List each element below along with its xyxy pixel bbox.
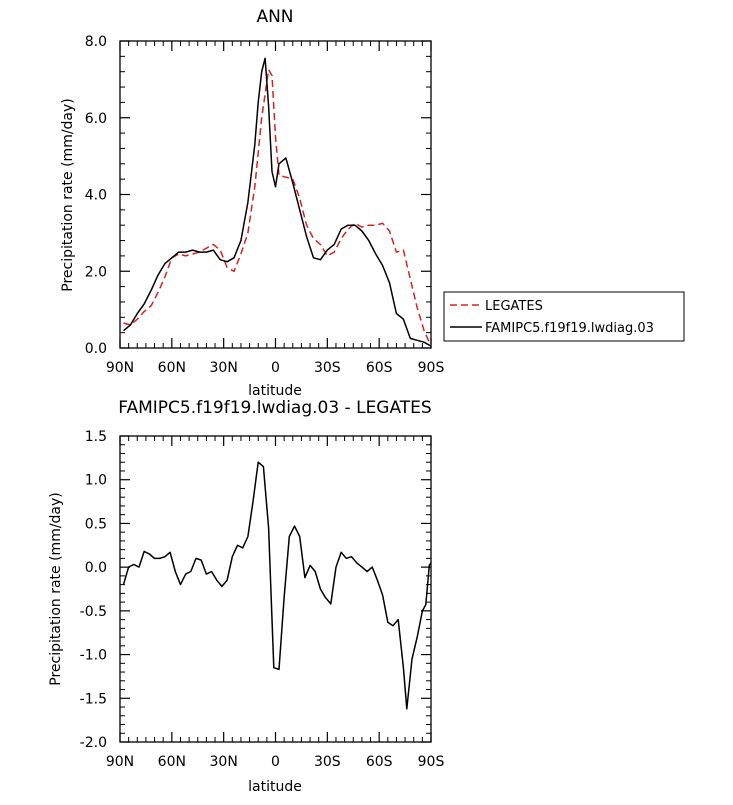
top-y-tick-label: 2.0 <box>85 264 107 280</box>
top-series-line-0 <box>123 69 432 347</box>
bottom-x-tick-label: 90N <box>106 754 134 770</box>
bottom-y-tick-label: -0.5 <box>80 604 107 620</box>
legend-label-legates: LEGATES <box>485 299 543 314</box>
top-y-axis-label: Precipitation rate (mm/day) <box>60 98 76 292</box>
bottom-y-tick-label: 1.0 <box>85 473 107 489</box>
top-chart-title: ANN <box>256 7 293 27</box>
top-x-tick-label: 90S <box>418 360 445 376</box>
top-x-axis-label: latitude <box>248 383 302 399</box>
top-series-line-1 <box>123 57 432 347</box>
top-x-tick-label: 30S <box>314 360 341 376</box>
top-x-tick-label: 30N <box>210 360 238 376</box>
top-plot-frame <box>119 40 432 349</box>
bottom-x-tick-label: 30S <box>314 754 341 770</box>
top-series-lines <box>123 57 432 347</box>
bottom-x-axis-label: latitude <box>248 779 302 795</box>
bottom-x-tick-label: 90S <box>418 754 445 770</box>
bottom-y-tick-label: -1.0 <box>80 648 107 664</box>
top-y-tick-label: 4.0 <box>85 188 107 204</box>
bottom-x-tick-label: 0 <box>271 754 280 770</box>
bottom-x-tick-label: 60N <box>158 754 186 770</box>
bottom-x-tick-label: 30N <box>210 754 238 770</box>
top-panel: ANN 90N 60N 30N 0 30S 60S 90S 0.0 2.0 4.0 6.0 8.0 l… <box>60 7 685 399</box>
top-x-tick-label: 60N <box>158 360 186 376</box>
bottom-y-axis-label: Precipitation rate (mm/day) <box>48 492 64 686</box>
bottom-y-tick-label: 0.0 <box>85 560 107 576</box>
top-y-tick-label: 6.0 <box>85 111 107 127</box>
bottom-y-tick-label: 0.5 <box>85 516 107 532</box>
bottom-chart-title: FAMIPC5.f19f19.lwdiag.03 - LEGATES <box>118 398 431 418</box>
top-x-tick-label: 90N <box>106 360 134 376</box>
top-y-tick-label: 0.0 <box>85 341 107 357</box>
legend: LEGATES FAMIPC5.f19f19.lwdiag.03 <box>443 291 685 342</box>
top-x-tick-label: 60S <box>366 360 393 376</box>
bottom-axis-ticks: 90N 60N 30N 0 30S 60S 90S -2.0 -1.5 -1.0 -0.5 0.0 0.… <box>80 429 445 770</box>
legend-label-model: FAMIPC5.f19f19.lwdiag.03 <box>485 321 654 336</box>
bottom-y-tick-label: -2.0 <box>80 735 107 751</box>
bottom-series-line-0 <box>122 461 432 710</box>
legend-box <box>443 291 685 342</box>
bottom-y-tick-label: 1.5 <box>85 429 107 445</box>
bottom-panel: FAMIPC5.f19f19.lwdiag.03 - LEGATES 90N 60… <box>48 398 444 795</box>
bottom-plot-frame <box>119 435 432 743</box>
bottom-x-tick-label: 60S <box>366 754 393 770</box>
bottom-y-tick-label: -1.5 <box>80 691 107 707</box>
top-x-tick-label: 0 <box>271 360 280 376</box>
bottom-series-lines <box>122 461 432 710</box>
top-y-tick-label: 8.0 <box>85 34 107 50</box>
top-axis-ticks: 90N 60N 30N 0 30S 60S 90S 0.0 2.0 4.0 6.0 8.0 <box>85 34 445 376</box>
